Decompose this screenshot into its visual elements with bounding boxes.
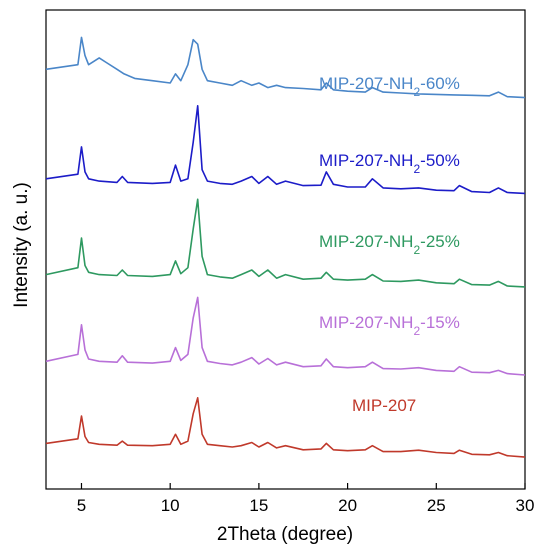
series-line [45,36,526,99]
x-tick-label: 25 [427,496,446,515]
x-tick-label: 30 [516,496,535,515]
series-line [45,296,526,376]
series-label: MIP-207-NH2-50% [319,151,460,176]
x-tick-label: 20 [338,496,357,515]
series-label: MIP-207-NH2-15% [319,313,460,338]
series-label: MIP-207 [352,396,416,415]
x-axis-ticks: 5 10 15 20 25 30 [77,483,535,515]
series-line [45,198,526,288]
y-axis-title: Intensity (a. u.) [11,182,32,308]
plot-frame [45,9,526,490]
series-line [45,105,526,195]
x-tick-label: 5 [77,496,86,515]
series-label: MIP-207-NH2-25% [319,232,460,257]
series-line [45,397,526,458]
series-labels: MIP-207-NH2-60% MIP-207-NH2-50% MIP-207-NH… [319,74,460,415]
x-tick-label: 15 [249,496,268,515]
series-label: MIP-207-NH2-60% [319,74,460,99]
x-tick-label: 10 [161,496,180,515]
x-axis-title: 2Theta (degree) [217,524,353,545]
series-lines [45,36,526,458]
